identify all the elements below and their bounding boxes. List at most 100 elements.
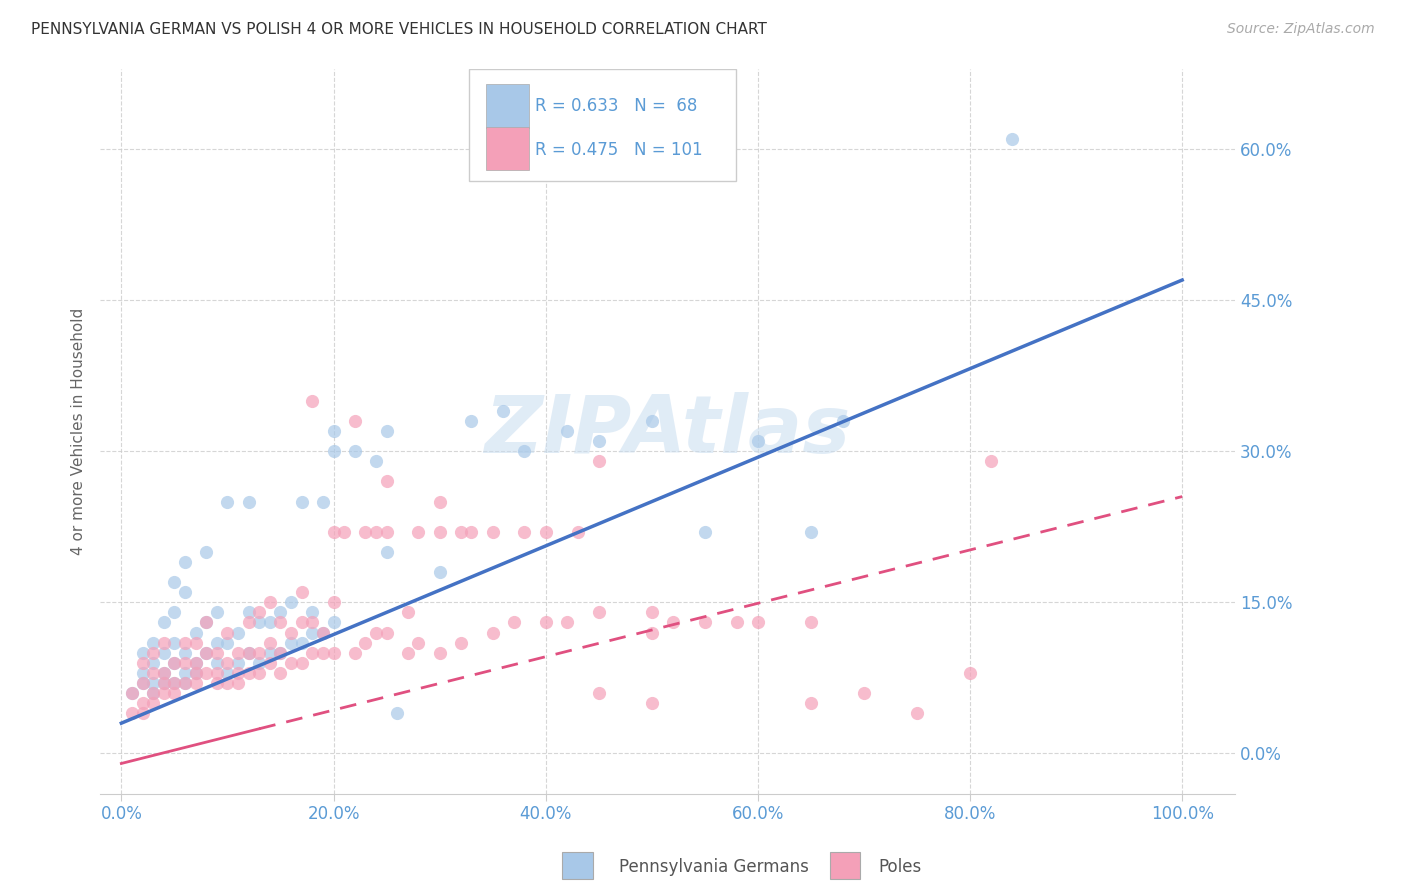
Point	[184, 656, 207, 670]
Point	[205, 656, 228, 670]
Point	[259, 646, 281, 660]
Point	[280, 625, 302, 640]
Point	[291, 585, 314, 599]
Point	[312, 494, 335, 508]
Point	[163, 635, 186, 649]
Point	[184, 665, 207, 680]
Point	[152, 676, 174, 690]
Point	[259, 615, 281, 630]
Point	[152, 665, 174, 680]
FancyBboxPatch shape	[486, 85, 529, 128]
Point	[184, 635, 207, 649]
Point	[555, 615, 578, 630]
Point	[131, 656, 153, 670]
Point	[588, 606, 610, 620]
Point	[195, 646, 218, 660]
Point	[259, 635, 281, 649]
Point	[152, 646, 174, 660]
Point	[269, 646, 291, 660]
Point	[195, 665, 218, 680]
Point	[301, 615, 323, 630]
Point	[343, 444, 366, 458]
Point	[217, 656, 239, 670]
Point	[291, 635, 314, 649]
Point	[152, 635, 174, 649]
Point	[460, 414, 482, 428]
Point	[163, 676, 186, 690]
Point	[184, 625, 207, 640]
Point	[174, 646, 197, 660]
Point	[905, 706, 928, 720]
Point	[259, 656, 281, 670]
Point	[502, 615, 524, 630]
Point	[513, 444, 536, 458]
Text: Pennsylvania Germans: Pennsylvania Germans	[619, 858, 808, 876]
Point	[142, 676, 165, 690]
Point	[238, 665, 260, 680]
Point	[269, 665, 291, 680]
Point	[396, 606, 419, 620]
Point	[662, 615, 685, 630]
Point	[163, 676, 186, 690]
Point	[364, 524, 387, 539]
Point	[247, 606, 270, 620]
Point	[291, 656, 314, 670]
Point	[301, 625, 323, 640]
Point	[152, 615, 174, 630]
Point	[269, 606, 291, 620]
Point	[226, 656, 249, 670]
Point	[375, 424, 398, 438]
Point	[1001, 132, 1024, 146]
Text: Poles: Poles	[879, 858, 922, 876]
Point	[131, 676, 153, 690]
Point	[312, 646, 335, 660]
Point	[174, 656, 197, 670]
Point	[247, 665, 270, 680]
Point	[322, 646, 344, 660]
Point	[312, 625, 335, 640]
Point	[322, 595, 344, 609]
Point	[142, 635, 165, 649]
Point	[238, 606, 260, 620]
Point	[217, 625, 239, 640]
Point	[269, 646, 291, 660]
Point	[163, 656, 186, 670]
Point	[588, 434, 610, 449]
Point	[163, 575, 186, 590]
Point	[217, 635, 239, 649]
Point	[142, 646, 165, 660]
Point	[375, 625, 398, 640]
Point	[152, 665, 174, 680]
Point	[131, 696, 153, 710]
Point	[375, 475, 398, 489]
Y-axis label: 4 or more Vehicles in Household: 4 or more Vehicles in Household	[72, 308, 86, 555]
Point	[163, 686, 186, 700]
Text: PENNSYLVANIA GERMAN VS POLISH 4 OR MORE VEHICLES IN HOUSEHOLD CORRELATION CHART: PENNSYLVANIA GERMAN VS POLISH 4 OR MORE …	[31, 22, 766, 37]
Point	[301, 393, 323, 408]
Point	[291, 615, 314, 630]
FancyBboxPatch shape	[486, 127, 529, 170]
Point	[163, 656, 186, 670]
Point	[174, 676, 197, 690]
Point	[408, 524, 430, 539]
Point	[152, 676, 174, 690]
Point	[226, 646, 249, 660]
Point	[747, 615, 769, 630]
Point	[280, 635, 302, 649]
Point	[800, 615, 823, 630]
Point	[450, 524, 472, 539]
Point	[238, 646, 260, 660]
Point	[343, 646, 366, 660]
Point	[800, 524, 823, 539]
Point	[205, 606, 228, 620]
Point	[217, 494, 239, 508]
Point	[322, 424, 344, 438]
Point	[280, 595, 302, 609]
Point	[184, 676, 207, 690]
Point	[174, 585, 197, 599]
Point	[142, 656, 165, 670]
Point	[408, 635, 430, 649]
Point	[450, 635, 472, 649]
Point	[205, 635, 228, 649]
Point	[131, 646, 153, 660]
